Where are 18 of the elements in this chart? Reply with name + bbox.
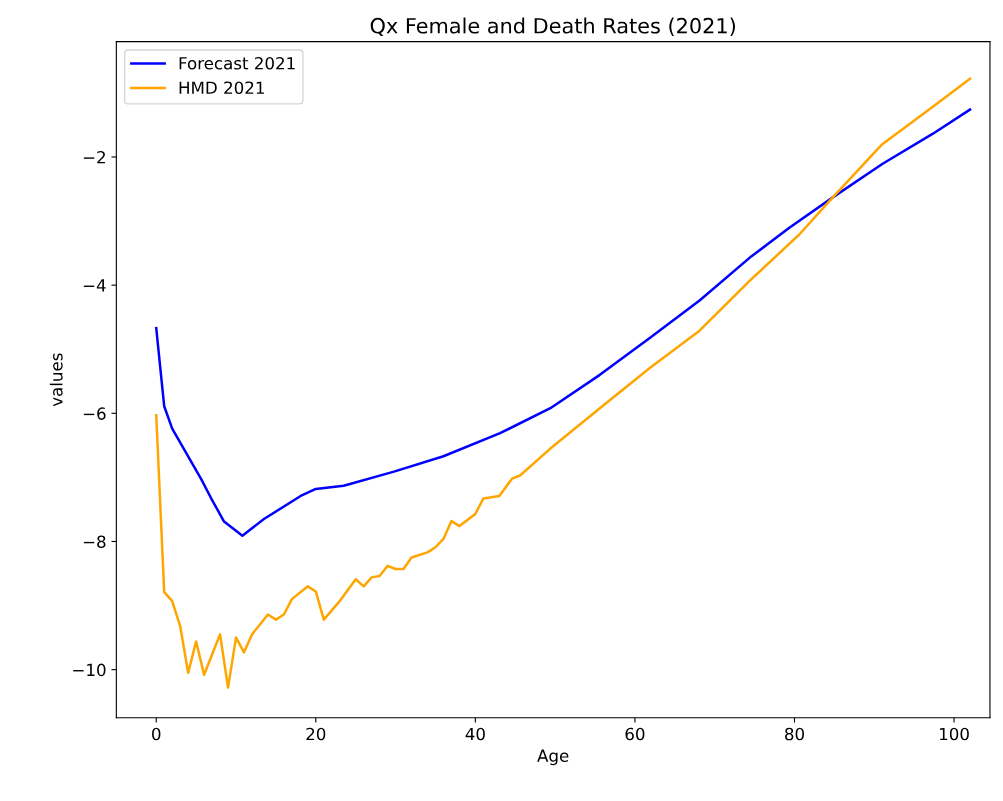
y-tick-label: −10 (73, 663, 106, 677)
x-tick-label: 60 (625, 727, 645, 741)
legend-label: HMD 2021 (179, 81, 264, 95)
line-series (154, 77, 972, 689)
y-axis-title: values (49, 353, 63, 407)
x-tick-label: 80 (785, 727, 804, 741)
x-tick-label: 0 (152, 727, 161, 741)
y-tick-label: −4 (83, 279, 106, 292)
y-tick-label: −8 (83, 535, 106, 549)
x-axis-title: Age (537, 749, 569, 766)
x-tick-label: 100 (939, 727, 969, 741)
y-tick-label: −6 (83, 407, 106, 420)
x-tick-label: 40 (465, 727, 485, 741)
legend-label: Forecast 2021 (179, 56, 295, 70)
x-tick-label: 20 (306, 727, 326, 741)
y-tick-label: −2 (83, 150, 105, 164)
line-series (154, 108, 972, 537)
chart-title: Qx Female and Death Rates (2021) (370, 17, 735, 37)
